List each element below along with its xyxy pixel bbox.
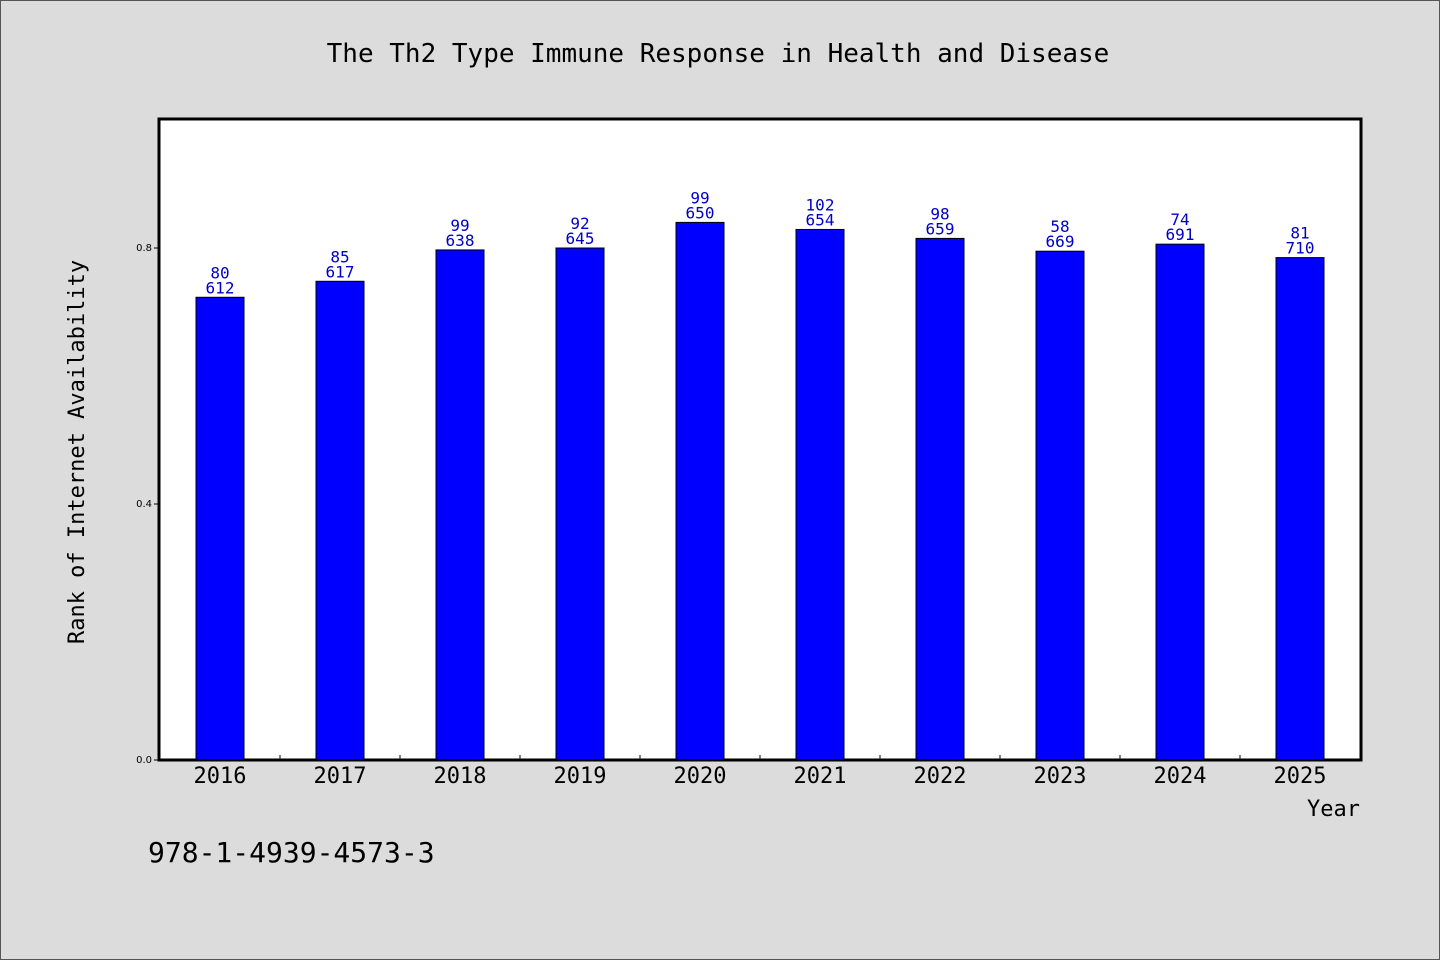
x-tick-label-2016: 2016 — [194, 764, 247, 789]
bar-label-bottom-2020: 650 — [686, 203, 715, 222]
y-axis-label: Rank of Internet Availability — [65, 260, 90, 644]
bar-label-bottom-2023: 669 — [1046, 232, 1075, 251]
x-tick-label-2019: 2019 — [554, 764, 607, 789]
bar-label-top-2019: 92 — [570, 214, 589, 233]
bar-label-bottom-2016: 612 — [206, 278, 235, 297]
bar-2022 — [915, 237, 965, 761]
bar-label-bottom-2018: 638 — [446, 231, 475, 250]
x-tick-label-2020: 2020 — [674, 764, 727, 789]
x-tick-label-2018: 2018 — [434, 764, 487, 789]
bar-label-top-2017: 85 — [330, 247, 349, 266]
bar-2021 — [795, 228, 845, 761]
bar-label-top-2024: 74 — [1170, 210, 1189, 229]
x-tick-label-2024: 2024 — [1154, 764, 1207, 789]
y-tick-label-0.8: 0.8 — [136, 243, 152, 254]
y-axis-ticks: 0.0 0.4 0.8 — [136, 243, 160, 766]
bar-2023 — [1035, 250, 1085, 761]
y-tick-label-0.4: 0.4 — [136, 499, 152, 510]
bar-label-top-2021: 102 — [806, 195, 835, 214]
x-axis-ticks: 2016 2017 2018 2019 2020 2021 2022 2023 2024 2025 — [194, 755, 1327, 789]
y-tick-label-0.0: 0.0 — [136, 755, 152, 766]
bar-label-top-2025: 81 — [1290, 224, 1309, 243]
bar-2024 — [1155, 243, 1205, 761]
bar-2017 — [315, 280, 365, 761]
bar-2018 — [435, 249, 485, 761]
bar-label-bottom-2024: 691 — [1166, 225, 1195, 244]
x-tick-label-2025: 2025 — [1274, 764, 1327, 789]
bar-label-top-2023: 58 — [1050, 217, 1069, 236]
bar-label-bottom-2021: 654 — [806, 210, 835, 229]
isbn-footer: 978-1-4939-4573-3 — [148, 836, 435, 869]
bar-2019 — [555, 247, 605, 761]
bar-label-bottom-2017: 617 — [326, 262, 355, 281]
bars-group — [195, 221, 1325, 761]
bar-label-top-2018: 99 — [450, 216, 469, 235]
x-tick-label-2022: 2022 — [914, 764, 967, 789]
bar-label-bottom-2025: 710 — [1286, 239, 1315, 258]
x-tick-label-2023: 2023 — [1034, 764, 1087, 789]
x-axis-label: Year — [1307, 797, 1360, 822]
bar-label-bottom-2019: 645 — [566, 229, 595, 248]
bar-2016 — [195, 296, 245, 761]
bar-2020 — [675, 221, 725, 761]
x-tick-label-2021: 2021 — [794, 764, 847, 789]
chart-title: The Th2 Type Immune Response in Health a… — [327, 39, 1110, 69]
bar-label-top-2022: 98 — [930, 204, 949, 223]
x-tick-label-2017: 2017 — [314, 764, 367, 789]
bar-label-bottom-2022: 659 — [926, 219, 955, 238]
bar-label-top-2016: 80 — [210, 263, 229, 282]
bar-2025 — [1275, 257, 1325, 761]
bar-label-top-2020: 99 — [690, 188, 709, 207]
